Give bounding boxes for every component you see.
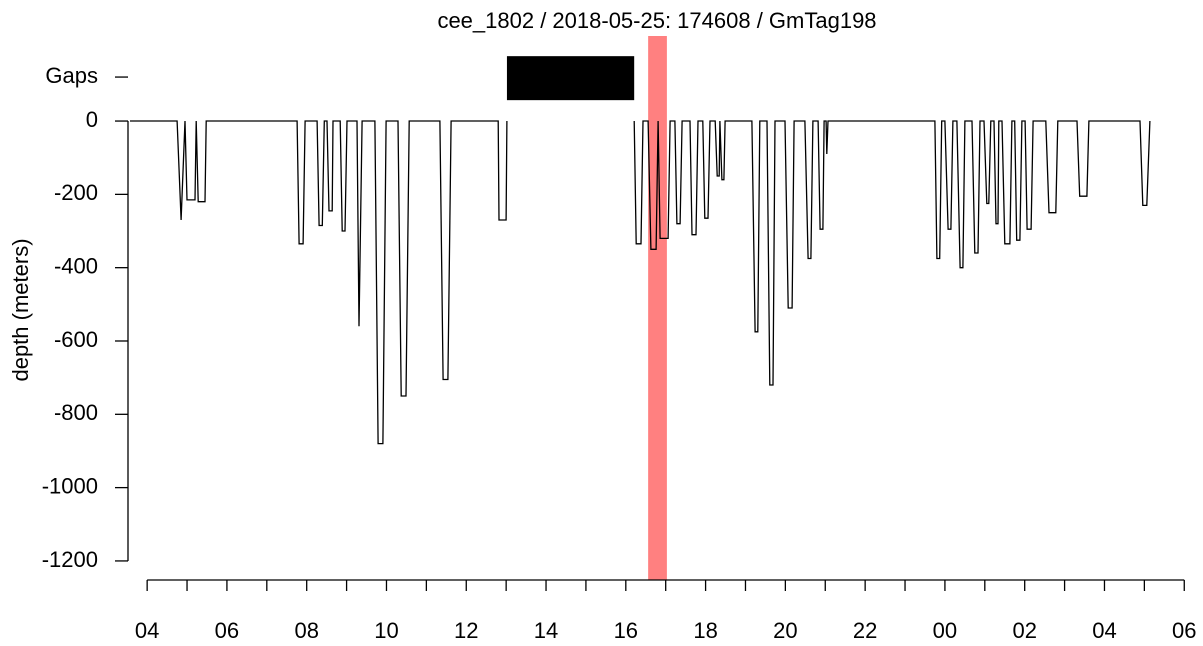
gap-bar (506, 56, 635, 101)
x-tick-label: 02 (1012, 618, 1036, 643)
highlight-band (648, 36, 667, 580)
y-tick-label: -800 (54, 400, 98, 425)
y-tick-label: -200 (54, 180, 98, 205)
x-tick-label: 12 (454, 618, 478, 643)
x-tick-label: 08 (294, 618, 318, 643)
y-tick-label: 0 (86, 107, 98, 132)
x-tick-label: 04 (135, 618, 159, 643)
chart-title: cee_1802 / 2018-05-25: 174608 / GmTag198 (437, 8, 876, 33)
x-tick-label: 18 (693, 618, 717, 643)
y-tick-label: -400 (54, 253, 98, 278)
x-tick-label: 04 (1092, 618, 1116, 643)
y-axis-label: depth (meters) (8, 238, 33, 381)
x-tick-label: 22 (853, 618, 877, 643)
y-tick-label: Gaps (45, 63, 98, 88)
y-tick-label: -600 (54, 327, 98, 352)
x-tick-label: 16 (614, 618, 638, 643)
y-tick-label: -1000 (42, 473, 98, 498)
x-tick-label: 06 (215, 618, 239, 643)
y-tick-label: -1200 (42, 547, 98, 572)
x-tick-label: 00 (933, 618, 957, 643)
depth-line (130, 120, 1151, 445)
x-tick-label: 14 (534, 618, 558, 643)
x-tick-label: 20 (773, 618, 797, 643)
x-tick-label: 06 (1172, 618, 1196, 643)
x-tick-label: 10 (374, 618, 398, 643)
